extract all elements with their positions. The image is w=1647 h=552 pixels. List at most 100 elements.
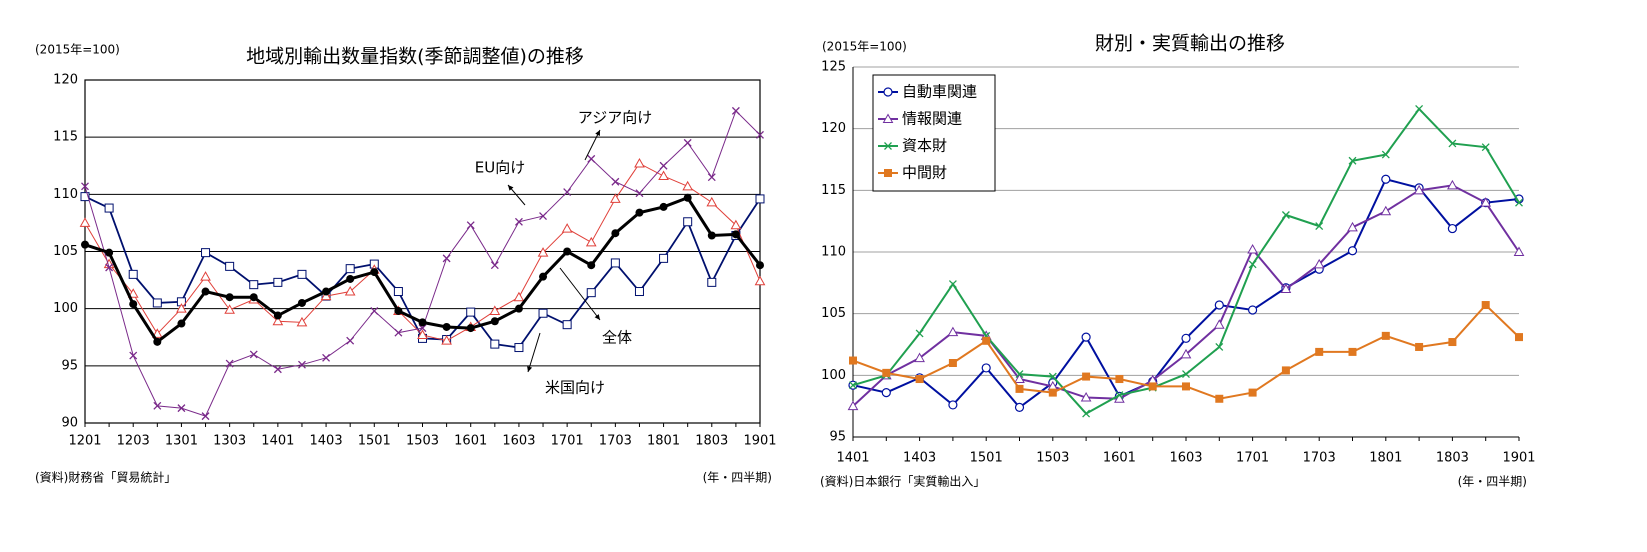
marker: [587, 154, 596, 163]
x-tick-label: 1403: [903, 451, 936, 466]
marker: [1082, 372, 1091, 381]
x-tick-label: 1901: [743, 434, 776, 449]
x-tick-label: 1603: [502, 434, 535, 449]
marker: [104, 203, 114, 213]
marker: [849, 381, 857, 390]
y-tick-label: 100: [53, 301, 78, 316]
x-tick-label: 1501: [970, 451, 1003, 466]
series-label: EU向け: [475, 159, 525, 177]
marker: [982, 336, 991, 345]
marker: [1281, 366, 1290, 375]
arrow-head: [527, 366, 533, 372]
marker: [1448, 338, 1457, 347]
marker: [1215, 394, 1224, 403]
marker: [1313, 258, 1325, 269]
marker: [490, 339, 500, 349]
x-tick-label: 1203: [117, 434, 150, 449]
legend-label: 自動車関連: [902, 83, 977, 101]
marker: [152, 298, 162, 308]
marker: [707, 231, 716, 240]
y-tick-label: 110: [821, 245, 846, 260]
marker: [225, 261, 235, 271]
series-label: アジア向け: [578, 109, 652, 127]
marker: [346, 336, 355, 345]
marker: [418, 318, 427, 327]
marker: [914, 352, 925, 363]
marker: [884, 169, 892, 177]
marker: [1247, 305, 1258, 315]
marker: [539, 212, 547, 221]
marker: [1348, 347, 1357, 356]
legend-label: 資本財: [902, 137, 947, 155]
marker: [442, 322, 451, 331]
marker: [345, 264, 355, 274]
marker: [756, 130, 764, 139]
marker: [153, 401, 162, 410]
y-tick-label: 110: [53, 187, 78, 202]
x-tick-label: 1701: [1236, 451, 1269, 466]
marker: [393, 287, 403, 297]
marker: [201, 287, 210, 296]
marker: [659, 202, 668, 211]
marker: [1248, 260, 1257, 269]
marker: [466, 221, 475, 230]
marker: [1480, 197, 1492, 207]
marker: [948, 400, 958, 410]
marker: [539, 272, 548, 281]
marker: [1114, 393, 1125, 403]
marker: [883, 87, 893, 97]
marker: [225, 293, 234, 302]
series-label: 米国向け: [545, 379, 605, 397]
marker: [177, 319, 186, 328]
legend-label: 情報関連: [902, 110, 962, 128]
x-unit: (年・四半期): [703, 471, 772, 485]
marker: [176, 303, 187, 313]
marker: [682, 180, 694, 191]
marker: [514, 217, 523, 226]
marker: [1515, 333, 1523, 342]
y-tick-label: 95: [61, 358, 78, 373]
marker: [1347, 221, 1358, 232]
y-tick-label: 95: [829, 430, 846, 445]
marker: [320, 290, 332, 301]
marker: [177, 404, 186, 413]
x-tick-label: 1703: [599, 434, 632, 449]
marker: [224, 304, 235, 314]
marker: [201, 412, 210, 421]
marker: [659, 253, 669, 263]
marker: [105, 263, 114, 272]
marker: [1014, 373, 1025, 384]
x-tick-label: 1503: [1036, 451, 1069, 466]
marker: [151, 328, 163, 338]
y-tick-label: 105: [53, 244, 78, 259]
marker: [1280, 283, 1292, 293]
marker: [129, 300, 138, 309]
marker: [1214, 300, 1224, 310]
marker: [1247, 244, 1258, 254]
x-unit: (年・四半期): [1458, 475, 1527, 489]
x-tick-label: 1303: [213, 434, 246, 449]
y-unit: (2015年=100): [35, 43, 120, 57]
series-line: [84, 162, 761, 342]
chart-title: 財別・実質輸出の推移: [1095, 33, 1285, 55]
x-tick-label: 1603: [1169, 451, 1202, 466]
marker: [297, 269, 307, 279]
marker: [561, 223, 573, 233]
marker: [634, 287, 644, 297]
marker: [127, 288, 139, 298]
marker: [490, 261, 499, 270]
marker: [105, 248, 114, 257]
marker: [754, 275, 766, 286]
marker: [417, 329, 428, 339]
marker: [1182, 382, 1190, 391]
marker: [489, 305, 501, 315]
y-tick-label: 115: [53, 130, 78, 145]
marker: [755, 194, 765, 204]
marker: [1481, 143, 1490, 152]
marker: [849, 356, 857, 365]
x-tick-label: 1301: [165, 434, 198, 449]
legend-label: 中間財: [902, 164, 947, 182]
marker: [587, 261, 596, 270]
marker: [201, 248, 211, 258]
marker: [707, 277, 717, 287]
